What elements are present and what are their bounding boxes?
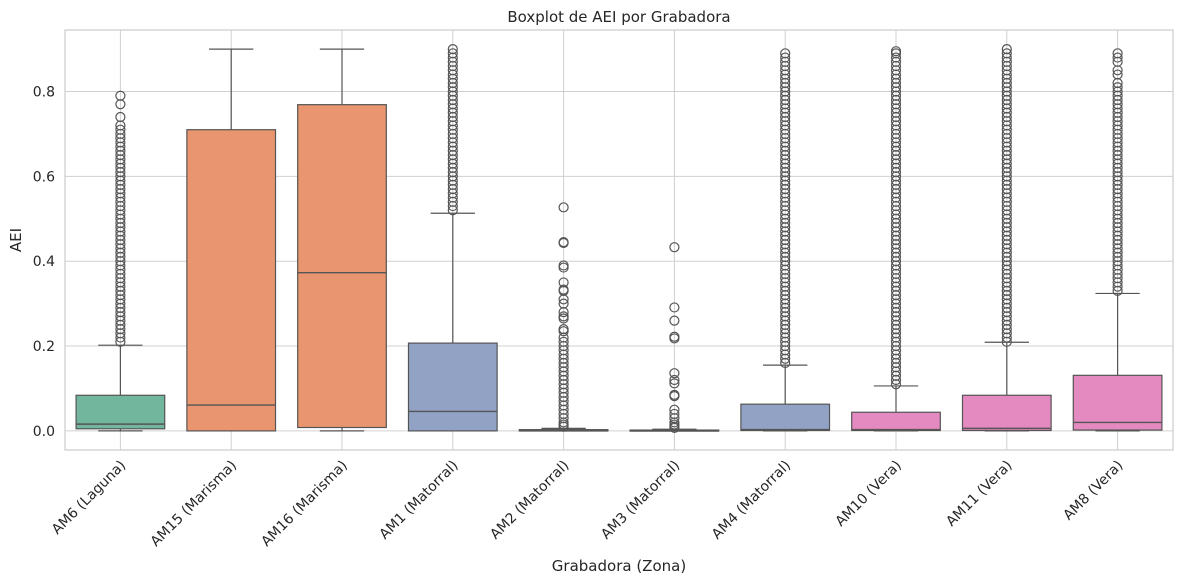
box-group	[851, 46, 941, 432]
box-iqr	[186, 129, 277, 432]
y-tick-label: 0.8	[33, 85, 55, 101]
box-group	[75, 90, 166, 432]
box-iqr	[75, 394, 166, 430]
x-tick-label: AM11 (Vera)	[943, 458, 1015, 530]
y-tick-label: 0.2	[33, 339, 55, 355]
plot-frame	[64, 29, 1174, 451]
box-iqr	[407, 342, 498, 432]
outlier-point	[669, 242, 680, 253]
outlier-point	[669, 302, 680, 313]
box-group	[740, 48, 831, 432]
box-iqr	[297, 104, 387, 429]
box-group	[297, 48, 387, 432]
box-iqr	[851, 411, 941, 432]
boxes-layer	[75, 43, 1163, 434]
x-tick-label: AM15 (Marisma)	[148, 458, 240, 550]
y-axis-ticks: 0.0 0.2 0.4 0.6 0.8	[33, 85, 55, 440]
x-tick-label: AM3 (Matorral)	[598, 458, 683, 543]
outlier-point	[669, 378, 680, 389]
outlier-point	[669, 422, 680, 434]
x-tick-label: AM2 (Matorral)	[487, 458, 572, 543]
outlier-point	[1112, 52, 1123, 63]
box-iqr	[740, 403, 831, 432]
y-tick-label: 0.6	[33, 169, 55, 185]
outlier-point	[115, 99, 126, 110]
y-axis-label: AEI	[7, 228, 25, 252]
outlier-point	[669, 391, 680, 402]
outlier-point	[558, 294, 569, 305]
chart-title: Boxplot de AEI por Grabadora	[507, 8, 730, 26]
box-group	[518, 202, 609, 432]
outlier-point	[669, 374, 680, 386]
box-iqr	[961, 394, 1052, 432]
x-tick-label: AM6 (Laguna)	[49, 458, 129, 538]
x-tick-label: AM8 (Vera)	[1060, 458, 1126, 524]
outlier-point	[558, 307, 569, 318]
outlier-point	[669, 368, 680, 379]
x-axis-ticks: AM6 (Laguna) AM15 (Marisma) AM16 (Marisma)…	[49, 458, 1126, 550]
outlier-point	[115, 336, 126, 347]
outlier-point	[780, 357, 791, 369]
x-tick-label: AM16 (Marisma)	[258, 458, 350, 550]
outlier-point	[558, 202, 569, 213]
box-group	[961, 43, 1052, 432]
x-tick-label: AM1 (Matorral)	[376, 458, 461, 543]
outlier-point	[558, 313, 569, 324]
y-tick-label: 0.0	[33, 424, 55, 440]
outlier-point	[115, 332, 126, 343]
outlier-point	[447, 200, 458, 212]
outlier-point	[1001, 336, 1012, 347]
x-axis-label: Grabadora (Zona)	[552, 557, 686, 575]
outlier-point	[1112, 65, 1123, 76]
outlier-point	[1001, 332, 1012, 343]
outlier-point	[890, 374, 902, 386]
x-tick-label: AM10 (Vera)	[832, 458, 904, 530]
outlier-point	[558, 237, 569, 249]
outlier-point	[558, 326, 569, 337]
box-group	[407, 43, 498, 432]
box-group	[1072, 48, 1163, 432]
box-group	[186, 48, 277, 432]
outlier-point	[1112, 281, 1123, 292]
outlier-point	[669, 315, 680, 326]
outlier-point	[669, 333, 680, 344]
outlier-point	[780, 353, 791, 364]
outlier-point	[890, 379, 902, 390]
outlier-point	[1112, 285, 1123, 297]
outlier-point	[558, 262, 569, 273]
outlier-point	[447, 205, 458, 216]
outlier-point	[558, 421, 569, 432]
y-tick-label: 0.4	[33, 254, 55, 270]
box-iqr	[1072, 374, 1163, 431]
box-group	[629, 242, 720, 434]
x-tick-label: AM4 (Matorral)	[709, 458, 794, 543]
